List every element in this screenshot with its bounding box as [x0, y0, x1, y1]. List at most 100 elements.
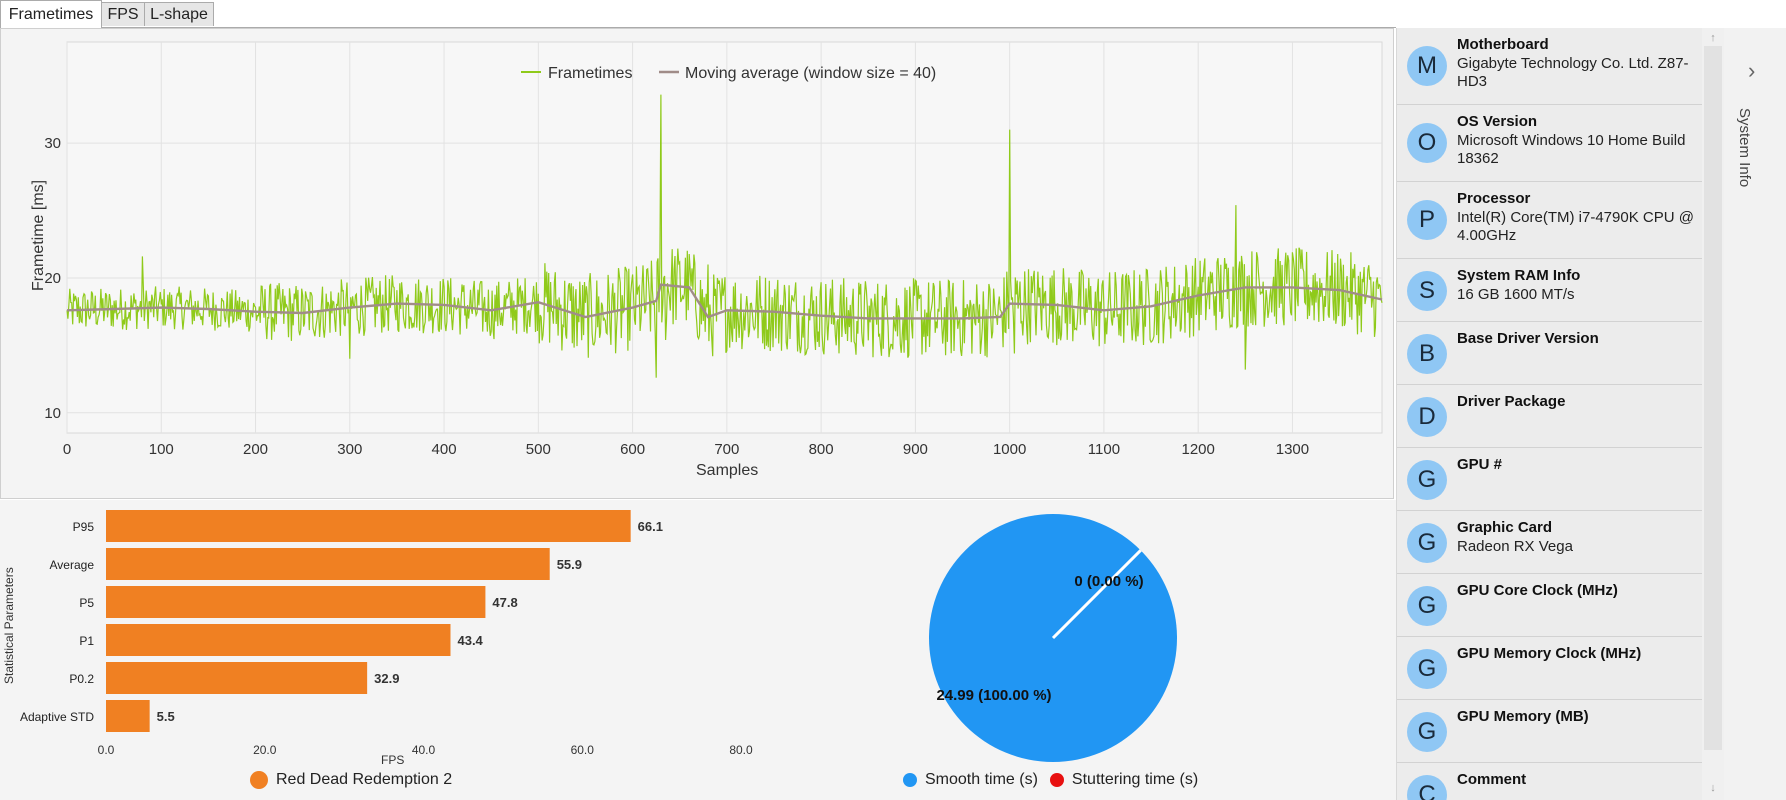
- bar-chart: P95 66.1 Average 55.9 P5 47.8 P1 43.4 P0.2 32.9 Ad…: [20, 510, 663, 732]
- system-info-title: Base Driver Version: [1457, 330, 1599, 347]
- y-axis-label: Frametime [ms]: [30, 180, 47, 291]
- avatar: G: [1407, 586, 1447, 626]
- smooth-legend-label: Smooth time (s): [925, 771, 1038, 788]
- system-info-item-gpu-memory-mb[interactable]: G GPU Memory (MB): [1397, 700, 1703, 763]
- bar-adaptive-std: [106, 700, 150, 732]
- bar-y-axis-label: Statistical Parameters: [2, 567, 16, 684]
- tab-fps[interactable]: FPS: [101, 2, 145, 26]
- frametimes-series-line: [66, 94, 1383, 378]
- avatar: D: [1407, 397, 1447, 437]
- system-info-item-graphic-card[interactable]: G Graphic Card Radeon RX Vega: [1397, 511, 1703, 574]
- x-tick-label: 600: [620, 441, 645, 458]
- pie-legend: Smooth time (s) Stuttering time (s): [903, 771, 1198, 789]
- system-info-title: Motherboard: [1457, 36, 1549, 53]
- system-info-item-base-driver-version[interactable]: B Base Driver Version: [1397, 322, 1703, 385]
- tab-frametimes[interactable]: Frametimes: [0, 0, 102, 28]
- pie-slice-separator: [1051, 549, 1142, 640]
- x-tick-label: 1000: [993, 441, 1026, 458]
- bar-x-tick-label: 60.0: [571, 743, 595, 757]
- system-info-value: Intel(R) Core(TM) i7-4790K CPU @ 4.00GHz: [1457, 209, 1694, 244]
- system-info-title: Comment: [1457, 771, 1527, 788]
- scroll-up-icon[interactable]: ↑: [1710, 32, 1716, 44]
- expand-chevron-icon[interactable]: ›: [1748, 58, 1756, 83]
- x-tick-label: 1300: [1276, 441, 1309, 458]
- avatar: O: [1407, 123, 1447, 163]
- x-tick-label: 200: [243, 441, 268, 458]
- system-info-list[interactable]: M Motherboard Gigabyte Technology Co. Ltd.…: [1396, 28, 1703, 800]
- x-tick-label: 1100: [1088, 441, 1120, 458]
- bar-x-tick-label: 20.0: [253, 743, 277, 757]
- system-info-title: GPU #: [1457, 456, 1503, 473]
- pie-chart: 24.99 (100.00 %) 0 (0.00 %): [929, 514, 1177, 762]
- y-tick-label: 10: [44, 405, 61, 422]
- bar-category-label: Average: [50, 558, 95, 572]
- system-info-item-gpu-memory-clock-mhz[interactable]: G GPU Memory Clock (MHz): [1397, 637, 1703, 700]
- system-info-value: Radeon RX Vega: [1457, 538, 1573, 555]
- avatar: G: [1407, 523, 1447, 563]
- bar-category-label: P1: [79, 634, 94, 648]
- avatar: G: [1407, 649, 1447, 689]
- bar-x-tick-labels: 0.0 20.0 40.0 60.0 80.0: [98, 743, 753, 757]
- plot-area: [66, 41, 1383, 434]
- bar-category-label: Adaptive STD: [20, 710, 94, 724]
- system-info-collapsed-bar: [1724, 28, 1786, 800]
- system-info-title: System RAM Info: [1457, 267, 1581, 284]
- bar-x-tick-label: 40.0: [412, 743, 436, 757]
- tab-bar: Frametimes FPS L-shape: [0, 0, 1396, 28]
- bar-x-tick-label: 0.0: [98, 743, 115, 757]
- avatar: B: [1407, 334, 1447, 374]
- x-tick-labels: 0 100 200 300 400 500 600 700 800 900 1000 1100 1200…: [63, 441, 1309, 458]
- avatar: P: [1407, 200, 1447, 240]
- system-info-label[interactable]: System Info: [1736, 108, 1753, 188]
- system-info-title: Driver Package: [1457, 393, 1566, 410]
- bar-value-label: 47.8: [492, 595, 517, 610]
- legend-frametimes-label: Frametimes: [548, 65, 632, 82]
- avatar: G: [1407, 460, 1447, 500]
- bar-value-label: 5.5: [157, 709, 175, 724]
- tab-divider: [0, 27, 1396, 28]
- system-info-item-comment[interactable]: C Comment: [1397, 763, 1703, 800]
- system-info-title: GPU Memory (MB): [1457, 708, 1589, 725]
- sidebar-scrollbar-thumb[interactable]: [1704, 46, 1722, 750]
- system-info-item-motherboard[interactable]: M Motherboard Gigabyte Technology Co. Ltd.…: [1397, 28, 1703, 105]
- system-info-item-gpu-core-clock-mhz[interactable]: G GPU Core Clock (MHz): [1397, 574, 1703, 637]
- x-tick-label: 900: [903, 441, 928, 458]
- bar-p95: [106, 510, 631, 542]
- bar-p0-2: [106, 662, 368, 694]
- tab-l-shape[interactable]: L-shape: [144, 2, 214, 26]
- system-info-item-driver-package[interactable]: D Driver Package: [1397, 385, 1703, 448]
- system-info-item-os-version[interactable]: O OS Version Microsoft Windows 10 Home Bui…: [1397, 105, 1703, 182]
- y-tick-labels: 10 20 30: [44, 135, 61, 422]
- statistics-charts[interactable]: Statistical Parameters P95 66.1 Average 55.…: [0, 500, 1396, 800]
- avatar: G: [1407, 712, 1447, 752]
- system-info-title: OS Version: [1457, 113, 1538, 130]
- system-info-item-system-ram-info[interactable]: S System RAM Info 16 GB 1600 MT/s: [1397, 259, 1703, 322]
- frametime-chart-panel[interactable]: 0 100 200 300 400 500 600 700 800 900 1000 1100 1200…: [0, 28, 1394, 499]
- avatar: C: [1407, 775, 1447, 800]
- bar-p5: [106, 586, 486, 618]
- system-info-title: Processor: [1457, 190, 1531, 207]
- system-info-value: Gigabyte Technology Co. Ltd. Z87-HD3: [1457, 55, 1689, 90]
- legend-moving-average-label: Moving average (window size = 40): [685, 65, 936, 82]
- system-info-item-gpu[interactable]: G GPU #: [1397, 448, 1703, 511]
- pie-slice-label-smooth: 24.99 (100.00 %): [936, 687, 1051, 704]
- avatar: S: [1407, 271, 1447, 311]
- moving-average-series-line: [66, 283, 1383, 320]
- bar-x-axis-label: FPS: [381, 753, 404, 767]
- scroll-down-icon[interactable]: ↓: [1710, 782, 1716, 794]
- x-axis-label: Samples: [696, 462, 758, 479]
- smooth-legend-swatch: [903, 773, 917, 787]
- bar-value-label: 32.9: [374, 671, 399, 686]
- x-tick-label: 700: [714, 441, 739, 458]
- system-info-title: Graphic Card: [1457, 519, 1553, 536]
- frametime-chart[interactable]: 0 100 200 300 400 500 600 700 800 900 1000 1100 1200…: [1, 29, 1395, 500]
- bar-average: [106, 548, 550, 580]
- stutter-legend-swatch: [1049, 773, 1064, 787]
- bar-legend-swatch: [250, 771, 268, 789]
- system-info-item-processor[interactable]: P Processor Intel(R) Core(TM) i7-4790K CPU…: [1397, 182, 1703, 259]
- bar-legend-label: Red Dead Redemption 2: [276, 771, 453, 788]
- bar-legend: Red Dead Redemption 2: [250, 771, 452, 789]
- x-tick-label: 1200: [1181, 441, 1214, 458]
- system-info-value: 16 GB 1600 MT/s: [1457, 286, 1575, 303]
- bar-category-label: P0.2: [69, 672, 94, 686]
